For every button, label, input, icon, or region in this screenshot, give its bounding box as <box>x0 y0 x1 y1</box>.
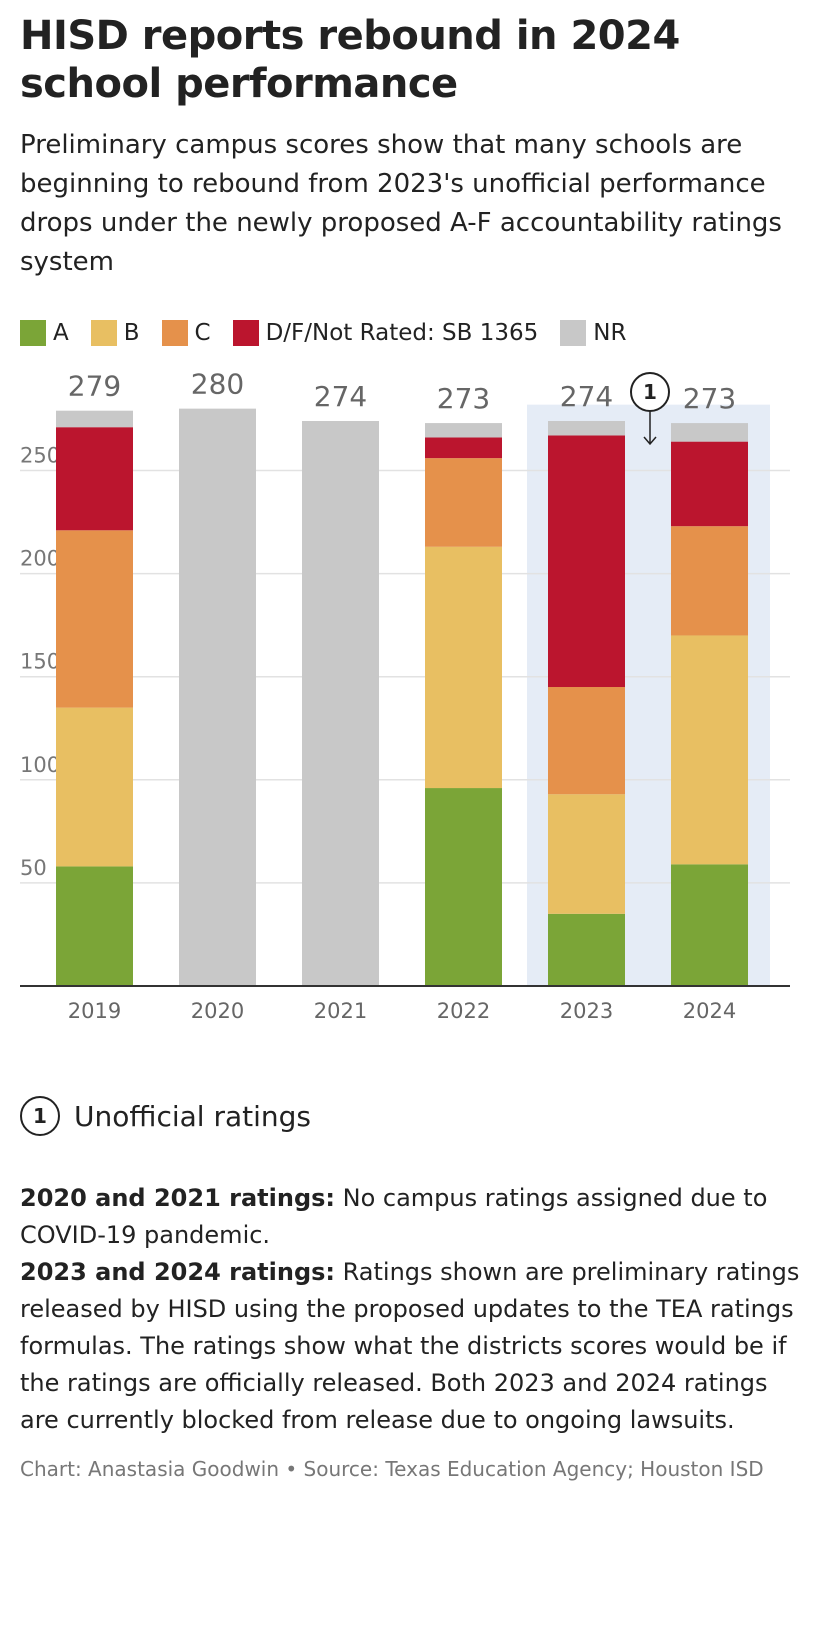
y-tick-label-50: 50 <box>20 856 47 880</box>
legend-label-c: C <box>194 320 211 346</box>
source-credit: Chart: Anastasia Goodwin • Source: Texas… <box>20 1457 764 1481</box>
x-tick-label-2024: 2024 <box>683 999 736 1023</box>
legend-swatch-df <box>232 320 259 346</box>
bar-2019-b <box>56 707 133 867</box>
bar-2022-nr <box>425 423 502 438</box>
bar-2022-c <box>425 458 502 547</box>
annotation-key-label: Unofficial ratings <box>74 1099 311 1133</box>
y-tick-label-250: 250 <box>20 444 60 468</box>
legend-swatch-b <box>90 320 117 346</box>
bar-2019-a <box>56 866 133 986</box>
bar-2020-nr <box>179 408 256 986</box>
bar-2023-a <box>548 913 625 986</box>
bar-2022-d <box>425 437 502 459</box>
bar-2024-a <box>671 864 748 986</box>
note-2020-2021: 2020 and 2021 ratings: No campus ratings… <box>20 1180 800 1254</box>
note1-heading: 2020 and 2021 ratings: <box>20 1184 335 1212</box>
total-label-2019: 279 <box>68 370 121 403</box>
bar-2024-b <box>671 635 748 865</box>
notes: 2020 and 2021 ratings: No campus ratings… <box>20 1180 800 1439</box>
note2-text: Ratings shown are preliminary ratings re… <box>20 1258 800 1434</box>
total-label-2021: 274 <box>314 380 367 413</box>
annotation-arrow <box>643 411 657 446</box>
bar-2022-a <box>425 788 502 986</box>
total-label-2020: 280 <box>191 368 244 401</box>
x-tick-label-2021: 2021 <box>314 999 367 1023</box>
legend-swatch-c <box>161 320 188 346</box>
bar-2019-d <box>56 427 133 531</box>
legend-item-nr: NR <box>560 320 626 346</box>
x-tick-label-2022: 2022 <box>437 999 490 1023</box>
bar-2019-c <box>56 530 133 708</box>
total-label-2024: 273 <box>683 382 736 415</box>
legend-item-a: A <box>20 320 69 346</box>
y-tick-label-200: 200 <box>20 547 60 571</box>
bar-2023-c <box>548 687 625 795</box>
chart-subtitle: Preliminary campus scores show that many… <box>20 130 782 277</box>
bar-2023-nr <box>548 421 625 436</box>
note2-heading: 2023 and 2024 ratings: <box>20 1258 335 1286</box>
legend-label-b: B <box>123 320 140 346</box>
bar-2023-b <box>548 794 625 914</box>
annotation-key: 1 Unofficial ratings <box>20 1096 800 1136</box>
total-label-2023: 274 <box>560 380 613 413</box>
x-tick-label-2019: 2019 <box>68 999 121 1023</box>
bar-2021-nr <box>302 421 379 987</box>
total-label-2022: 273 <box>437 382 490 415</box>
legend-label-a: A <box>53 320 69 346</box>
annotation-badge: 1 <box>20 1096 60 1136</box>
bar-2019-nr <box>56 410 133 428</box>
bar-2024-nr <box>671 423 748 442</box>
note1-text: No campus ratings assigned due to COVID-… <box>20 1184 768 1249</box>
annotation-marker-number: 1 <box>643 380 657 404</box>
legend: A B C D/F/Not Rated: SB 1365 NR <box>20 318 800 348</box>
chart-title: HISD reports rebound in 2024 school perf… <box>20 13 680 107</box>
bar-2024-c <box>671 526 748 636</box>
bar-2024-d <box>671 441 748 527</box>
y-tick-label-150: 150 <box>20 650 60 674</box>
bar-2022-b <box>425 546 502 789</box>
y-tick-label-100: 100 <box>20 753 60 777</box>
legend-item-b: B <box>90 320 140 346</box>
legend-label-df: D/F/Not Rated: SB 1365 <box>265 320 539 346</box>
legend-label-nr: NR <box>593 320 627 346</box>
note-2023-2024: 2023 and 2024 ratings: Ratings shown are… <box>20 1254 800 1439</box>
legend-item-df: D/F/Not Rated: SB 1365 <box>232 320 539 346</box>
chart-svg: 50 100 150 200 250 279 2019 280 2020 274 2021 273 20… <box>20 368 790 1023</box>
stacked-bar-chart: 50 100 150 200 250 279 2019 280 2020 274 2021 273 20… <box>20 368 800 1068</box>
legend-swatch-nr <box>560 320 587 346</box>
x-tick-label-2020: 2020 <box>191 999 244 1023</box>
legend-swatch-a <box>20 320 46 346</box>
legend-item-c: C <box>161 320 211 346</box>
bar-2023-d <box>548 435 625 688</box>
x-tick-label-2023: 2023 <box>560 999 613 1023</box>
